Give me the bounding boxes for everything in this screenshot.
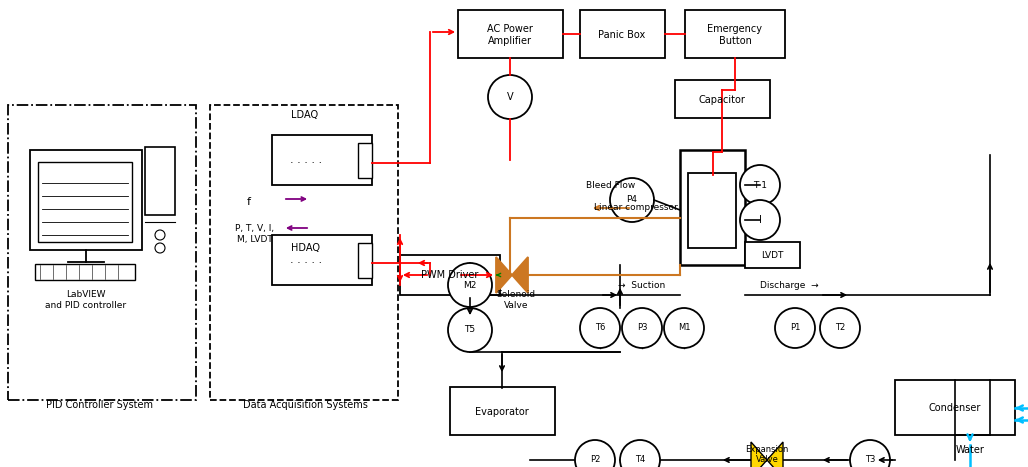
Text: T 1: T 1 [752,181,767,190]
Text: Panic Box: Panic Box [598,30,646,40]
Text: T4: T4 [635,455,646,465]
Bar [30,150,142,250]
Circle shape [155,230,166,240]
Text: AC Power
Amplifier: AC Power Amplifier [487,24,533,46]
Bar [685,10,785,58]
Text: Condenser: Condenser [929,403,981,413]
Text: V: V [507,92,513,102]
Bar [272,235,372,285]
Text: Data Acquisition Systems: Data Acquisition Systems [243,400,367,410]
Text: LabVIEW
and PID controller: LabVIEW and PID controller [45,290,126,310]
Text: P3: P3 [636,324,648,333]
Text: P1: P1 [790,324,800,333]
Text: T6: T6 [595,324,605,333]
Bar [38,162,132,242]
Text: P4: P4 [626,196,637,205]
Bar [580,10,665,58]
Text: · · · · ·: · · · · · [290,258,322,268]
Bar [8,105,196,400]
Bar [358,143,372,178]
Circle shape [488,75,533,119]
Bar [210,105,398,400]
Bar [145,147,175,215]
Circle shape [610,178,654,222]
Text: Emergency
Button: Emergency Button [707,24,763,46]
Circle shape [664,308,704,348]
Bar [215,185,283,219]
Bar [675,80,770,118]
Text: Bleed Flow: Bleed Flow [586,181,635,190]
Polygon shape [512,257,528,293]
Text: PID Controller System: PID Controller System [46,400,153,410]
Text: LVDT: LVDT [761,250,783,260]
Circle shape [740,200,780,240]
Polygon shape [767,442,783,467]
Text: T5: T5 [465,325,476,334]
Text: LDAQ: LDAQ [291,110,319,120]
Text: M1: M1 [677,324,690,333]
Circle shape [820,308,860,348]
Circle shape [620,440,660,467]
Circle shape [575,440,615,467]
Circle shape [155,243,166,253]
Text: f: f [247,197,251,207]
Bar [450,387,555,435]
Bar [895,380,1015,435]
Bar [688,173,736,248]
Circle shape [740,165,780,205]
Polygon shape [495,257,512,293]
Text: Solenoid
Valve: Solenoid Valve [497,290,536,310]
Text: Discharge  →: Discharge → [760,281,818,290]
Bar [680,150,745,265]
Text: HDAQ: HDAQ [291,243,320,253]
Text: Linear compressor: Linear compressor [594,204,678,212]
Text: T3: T3 [865,455,875,465]
Polygon shape [751,442,767,467]
Text: I: I [759,215,762,225]
Bar [35,264,135,280]
Circle shape [622,308,662,348]
Text: P2: P2 [590,455,600,465]
Circle shape [775,308,815,348]
Text: Water: Water [956,445,985,455]
Text: P, T, V, I,
M, LVDT: P, T, V, I, M, LVDT [235,224,274,244]
Text: · · · · ·: · · · · · [290,158,322,168]
Circle shape [448,263,492,307]
Text: Expansion
Valve: Expansion Valve [745,445,788,464]
Text: T2: T2 [835,324,845,333]
Circle shape [850,440,890,467]
Bar [358,243,372,278]
Bar [745,242,800,268]
Bar [458,10,563,58]
Circle shape [580,308,620,348]
Text: Evaporator: Evaporator [475,407,528,417]
Bar [400,255,500,295]
Text: →  Suction: → Suction [618,281,665,290]
Text: PWM Driver: PWM Driver [421,270,479,280]
Bar [272,135,372,185]
Text: Capacitor: Capacitor [699,95,745,105]
Circle shape [448,308,492,352]
Text: M2: M2 [464,281,477,290]
Bar [215,215,295,255]
